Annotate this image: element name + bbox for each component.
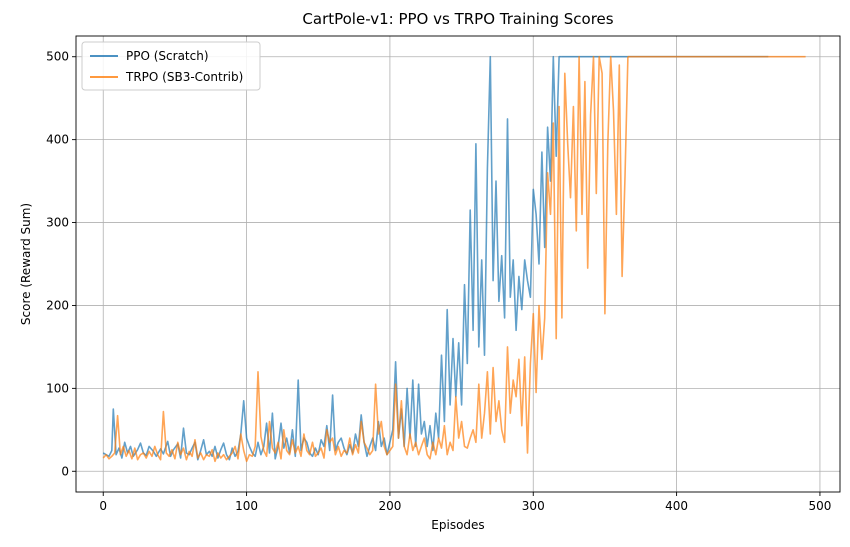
x-tick-label: 200 xyxy=(378,499,401,513)
series-lines xyxy=(102,55,806,463)
chart-title: CartPole-v1: PPO vs TRPO Training Scores xyxy=(302,10,613,28)
y-tick-label: 200 xyxy=(46,298,69,312)
y-tick-label: 400 xyxy=(46,133,69,147)
x-tick-label: 0 xyxy=(99,499,107,513)
legend-label-ppo: PPO (Scratch) xyxy=(126,49,209,63)
legend: PPO (Scratch) TRPO (SB3-Contrib) xyxy=(81,41,261,91)
grid xyxy=(76,36,840,492)
y-tick-label: 100 xyxy=(46,381,69,395)
x-tick-label: 300 xyxy=(522,499,545,513)
x-axis-label: Episodes xyxy=(431,518,484,532)
y-tick-label: 500 xyxy=(46,50,69,64)
x-tick-label: 400 xyxy=(665,499,688,513)
y-axis-label: Score (Reward Sum) xyxy=(19,203,33,325)
x-tick-label: 100 xyxy=(235,499,258,513)
legend-label-trpo: TRPO (SB3-Contrib) xyxy=(125,70,243,84)
plot-frame xyxy=(75,35,841,493)
x-tick-label: 500 xyxy=(808,499,831,513)
trpo-series-line xyxy=(102,55,629,463)
axis-ticks: 0 100 200 300 400 500 0 100 200 300 400 500 xyxy=(46,50,831,513)
y-tick-label: 300 xyxy=(46,216,69,230)
legend-box xyxy=(81,41,261,91)
y-tick-label: 0 xyxy=(61,464,69,478)
